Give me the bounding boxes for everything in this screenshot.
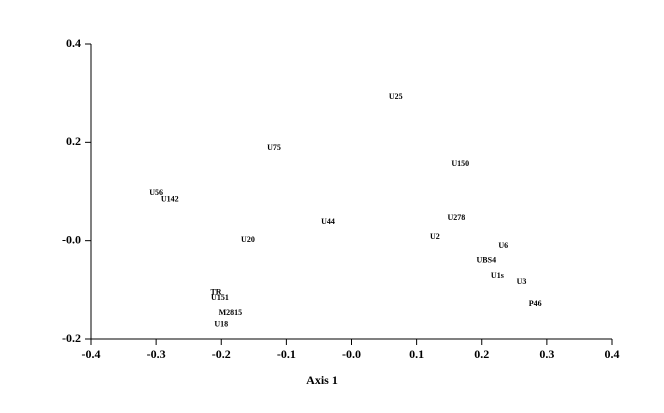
point-label: U151 (211, 293, 229, 302)
y-tick-label: -0.0 (62, 232, 81, 246)
x-tick-label: 0.3 (539, 347, 554, 361)
point-label: U18 (214, 320, 228, 329)
point-label: P46 (529, 299, 542, 308)
point-label: U2 (430, 232, 440, 241)
point-label: U25 (389, 92, 403, 101)
point-label: M2815 (219, 308, 243, 317)
point-label: U44 (321, 217, 335, 226)
x-tick-label: 0.2 (474, 347, 489, 361)
point-label: U20 (241, 235, 255, 244)
x-tick-label: -0.3 (147, 347, 166, 361)
point-label: TR (210, 288, 221, 297)
point-label: U3 (517, 277, 527, 286)
point-label: U75 (267, 143, 281, 152)
y-tick-label: 0.4 (66, 36, 81, 50)
x-tick-label: 0.4 (605, 347, 620, 361)
x-tick-label: -0.0 (342, 347, 361, 361)
x-tick-label: 0.1 (409, 347, 424, 361)
point-label: U278 (447, 213, 465, 222)
x-tick-label: -0.4 (82, 347, 101, 361)
point-label: U142 (161, 195, 179, 204)
x-tick-label: -0.1 (277, 347, 296, 361)
point-label: U6 (498, 241, 508, 250)
point-label: UBS4 (477, 256, 497, 265)
x-axis-title: Axis 1 (306, 373, 338, 387)
point-label: U150 (451, 159, 469, 168)
x-tick-label: -0.2 (212, 347, 231, 361)
y-tick-label: 0.2 (66, 134, 81, 148)
point-label: U56 (149, 188, 163, 197)
y-tick-label: -0.2 (62, 331, 81, 345)
point-label: U1s (491, 271, 504, 280)
